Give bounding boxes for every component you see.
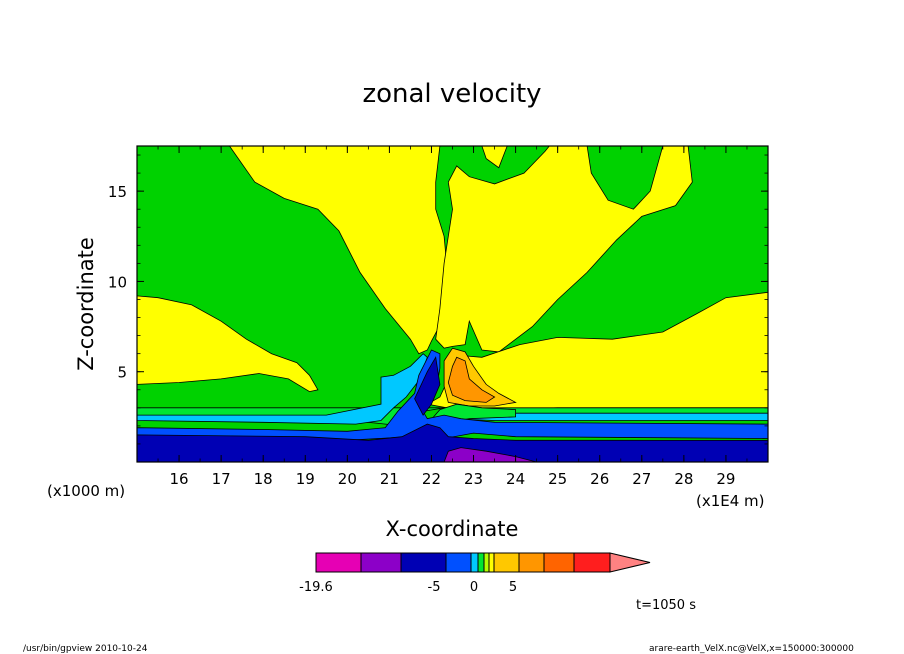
x-tick-label: 28: [674, 470, 693, 488]
colorbar-segment: [445, 552, 472, 573]
x-tick-label: 17: [212, 470, 231, 488]
x-tick-label: 16: [170, 470, 189, 488]
x-tick-label: 24: [506, 470, 525, 488]
x-tick-label: 22: [422, 470, 441, 488]
footer-left: /usr/bin/gpview 2010-10-24: [23, 644, 148, 654]
time-label: t=1050 s: [636, 598, 696, 613]
footer-right: arare-earth_VelX.nc@VelX,x=150000:300000: [649, 644, 854, 654]
contour-region: [137, 423, 768, 462]
x-tick-label: 23: [464, 470, 483, 488]
x-tick-label: 29: [716, 470, 735, 488]
y-tick-label: 10: [108, 273, 127, 291]
colorbar-segment: [470, 552, 479, 573]
colorbar-segment: [518, 552, 545, 573]
colorbar-segment: [573, 552, 611, 573]
colorbar-tick-label: 5: [509, 580, 517, 595]
colorbar-tick-label: -19.6: [299, 580, 333, 595]
contour-region: [481, 146, 508, 169]
contour-region: [447, 356, 496, 403]
x-axis-label: X-coordinate: [386, 517, 519, 541]
colorbar-tick-label: 0: [470, 580, 478, 595]
colorbar-segment: [477, 552, 485, 573]
colorbar-segment: [543, 552, 575, 573]
colorbar-segment: [488, 552, 495, 573]
x-tick-label: 25: [548, 470, 567, 488]
contour-region: [229, 146, 449, 355]
x-tick-label: 21: [380, 470, 399, 488]
colorbar-segment: [360, 552, 402, 573]
colorbar-segment: [315, 552, 362, 573]
contour-region: [414, 356, 441, 416]
contour-region: [435, 146, 693, 353]
contour-region: [137, 353, 428, 425]
colorbar-segment: [493, 552, 520, 573]
colorbar-segment: [400, 552, 447, 573]
x-tick-label: 26: [590, 470, 609, 488]
x-tick-label: 20: [338, 470, 357, 488]
colorbar-segment: [483, 552, 490, 573]
y-scale-label: (x1000 m): [47, 482, 125, 500]
y-tick-label: 5: [117, 364, 127, 382]
contour-region: [443, 447, 537, 462]
y-axis-label: Z-coordinate: [74, 237, 98, 371]
x-scale-label: (x1E4 m): [696, 492, 765, 510]
plot-area: 16 17 18 19 20 21 22 23 24 25 26 27 28 29 5 10 15: [108, 145, 769, 488]
contour-region: [137, 295, 319, 393]
x-tick-label: 27: [632, 470, 651, 488]
y-tick-label: 15: [108, 183, 127, 201]
x-tick-label: 18: [254, 470, 273, 488]
colorbar-tick-label: -5: [428, 580, 441, 595]
x-tick-label: 19: [296, 470, 315, 488]
colorbar: -19.6 -5 0 5: [299, 552, 651, 595]
chart-title: zonal velocity: [362, 79, 541, 109]
colorbar-extend-arrow: [609, 552, 651, 573]
